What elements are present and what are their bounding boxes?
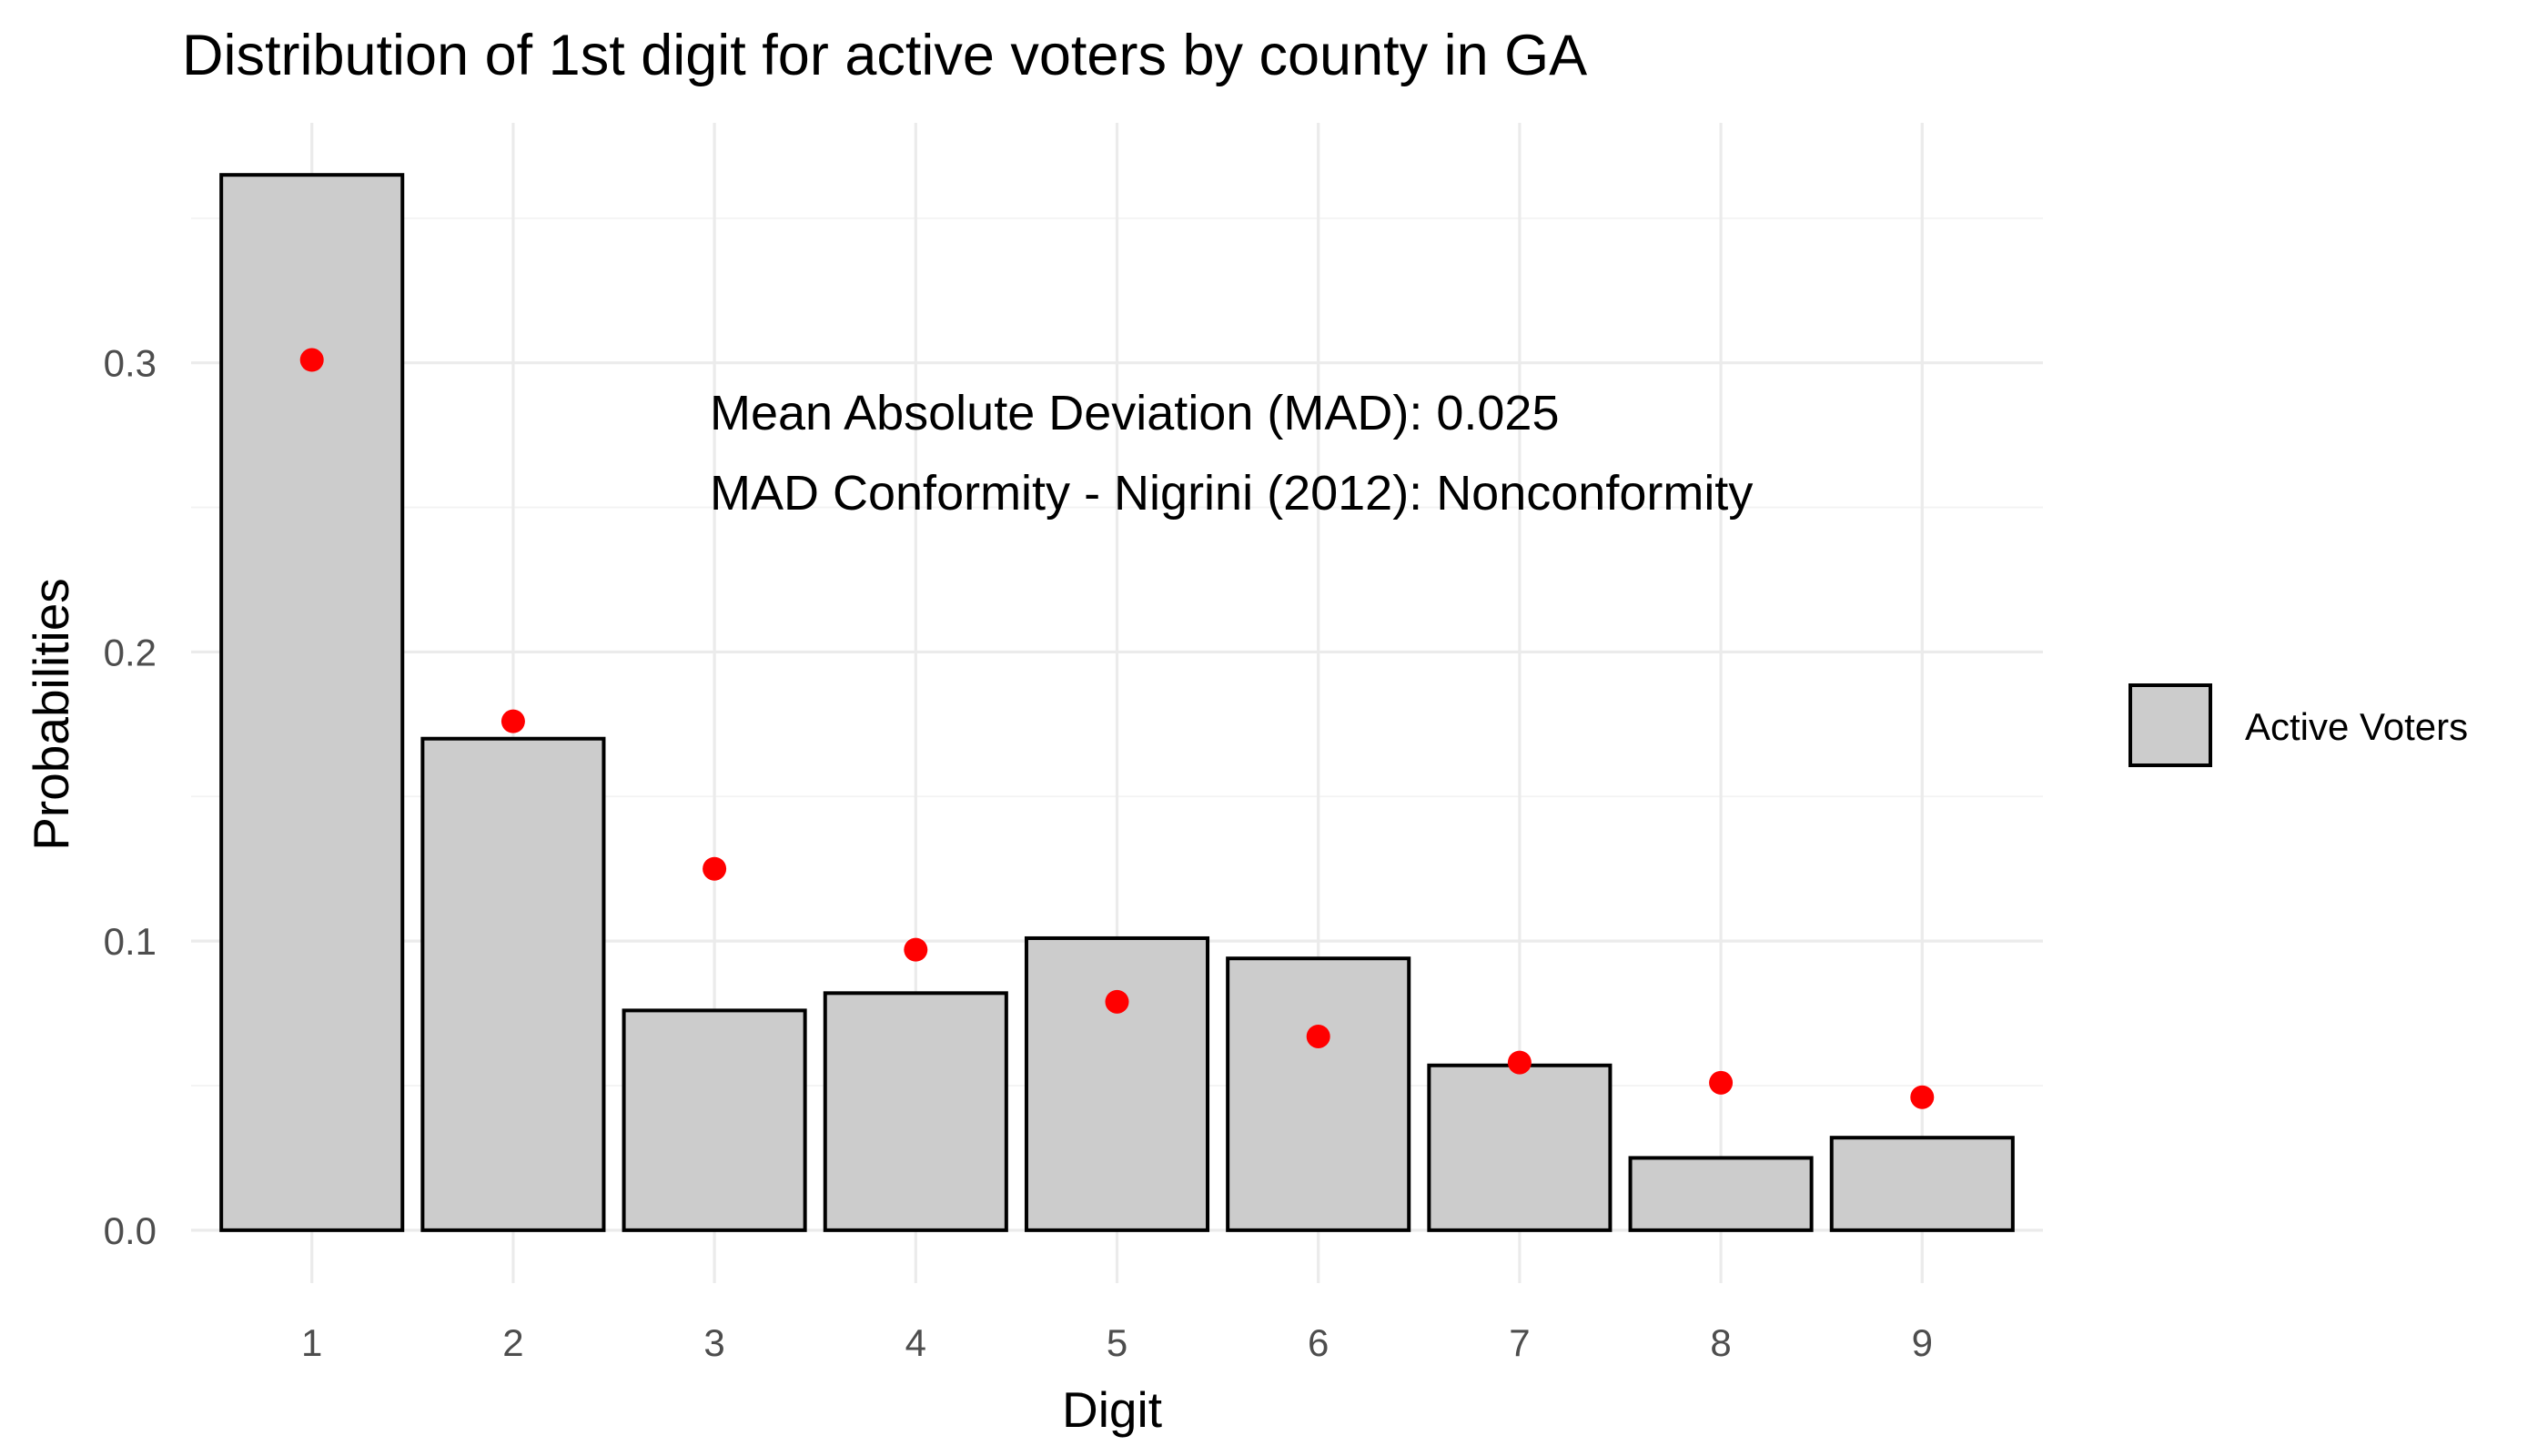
x-axis-title: Digit (1062, 1381, 1162, 1438)
x-tick-label: 8 (1710, 1321, 1731, 1364)
x-axis-ticks: 1 2 3 4 5 6 7 8 9 (301, 1321, 1933, 1364)
bar-digit-3 (622, 1008, 807, 1232)
bar-digit-8 (1628, 1156, 1814, 1232)
x-tick-label: 4 (905, 1321, 926, 1364)
x-tick-label: 3 (703, 1321, 724, 1364)
expected-point-digit-6 (1306, 1024, 1330, 1048)
legend-swatch (2128, 683, 2212, 767)
y-axis-title: Probabilities (23, 578, 79, 851)
bar-digit-6 (1226, 956, 1411, 1232)
y-tick-label: 0.3 (104, 342, 157, 385)
y-axis-ticks: 0.0 0.1 0.2 0.3 (104, 342, 157, 1252)
expected-point-digit-3 (703, 856, 727, 881)
points (299, 348, 1935, 1109)
bar-digit-2 (420, 736, 606, 1232)
x-tick-label: 7 (1509, 1321, 1530, 1364)
expected-point-digit-5 (1105, 989, 1129, 1014)
expected-point-digit-1 (299, 348, 324, 372)
conformity-annotation: MAD Conformity - Nigrini (2012): Nonconf… (710, 466, 1753, 521)
bar-digit-9 (1829, 1136, 2015, 1232)
x-tick-label: 6 (1308, 1321, 1329, 1364)
expected-point-digit-9 (1910, 1085, 1935, 1109)
legend: Active Voters (2128, 683, 2468, 767)
x-tick-label: 5 (1107, 1321, 1127, 1364)
expected-point-digit-8 (1709, 1070, 1734, 1095)
mad-annotation: Mean Absolute Deviation (MAD): 0.025 (710, 386, 1559, 440)
y-tick-label: 0.1 (104, 920, 157, 963)
y-tick-label: 0.0 (104, 1209, 157, 1252)
expected-point-digit-7 (1507, 1050, 1532, 1075)
y-tick-label: 0.2 (104, 631, 157, 673)
bar-digit-5 (1024, 935, 1210, 1232)
chart-title: Distribution of 1st digit for active vot… (182, 24, 1587, 87)
bar-digit-7 (1427, 1063, 1613, 1232)
legend-label: Active Voters (2245, 705, 2468, 748)
bar-digit-4 (823, 991, 1008, 1232)
x-tick-label: 1 (301, 1321, 322, 1364)
expected-point-digit-2 (500, 709, 525, 733)
x-tick-label: 9 (1912, 1321, 1933, 1364)
x-tick-label: 2 (502, 1321, 523, 1364)
bar-digit-1 (219, 173, 405, 1232)
bars (219, 173, 2015, 1232)
expected-point-digit-4 (904, 937, 928, 962)
